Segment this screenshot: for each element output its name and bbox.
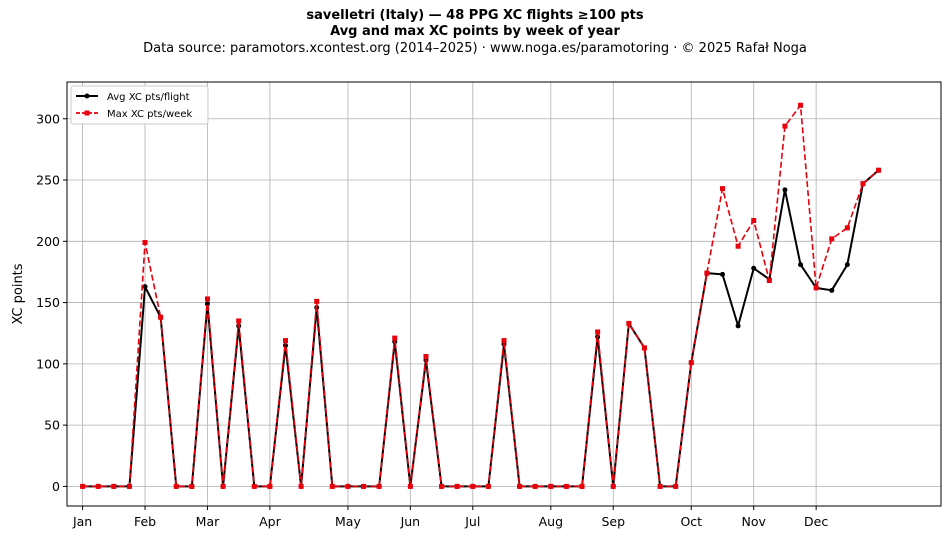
- x-tick-label: May: [335, 514, 361, 529]
- data-point-max: [610, 483, 616, 489]
- y-axis: 0 50 100 150 200 250 300: [36, 111, 67, 494]
- y-tick-label: 50: [44, 418, 60, 433]
- data-point-avg: [735, 323, 741, 329]
- y-tick-label: 150: [36, 295, 60, 310]
- x-tick-label: Jan: [72, 514, 92, 529]
- data-point-max: [517, 483, 523, 489]
- data-point-max: [563, 483, 569, 489]
- x-tick-label: Oct: [680, 514, 702, 529]
- data-point-max: [392, 335, 398, 341]
- data-point-max: [501, 338, 507, 344]
- data-point-max: [251, 483, 257, 489]
- x-tick-label: Mar: [196, 514, 220, 529]
- data-point-max: [688, 360, 694, 366]
- data-point-max: [751, 217, 757, 223]
- data-point-max: [204, 296, 210, 302]
- y-tick-label: 0: [52, 479, 60, 494]
- x-tick-label: Dec: [804, 514, 828, 529]
- data-point-max: [95, 483, 101, 489]
- x-tick-label: Nov: [742, 514, 767, 529]
- data-point-max: [189, 483, 195, 489]
- data-point-max: [657, 483, 663, 489]
- data-point-max: [579, 483, 585, 489]
- x-tick-label: Aug: [539, 514, 563, 529]
- data-point-max: [626, 320, 632, 326]
- data-point-max: [80, 483, 86, 489]
- data-point-max: [407, 483, 413, 489]
- data-point-max: [673, 483, 679, 489]
- legend-marker-avg: [84, 93, 90, 99]
- data-point-max: [798, 102, 804, 108]
- data-point-max: [126, 483, 132, 489]
- data-point-avg: [751, 265, 757, 271]
- legend-label-avg: Avg XC pts/flight: [107, 92, 190, 103]
- data-point-max: [735, 243, 741, 249]
- data-point-avg: [720, 271, 725, 277]
- data-point-max: [267, 483, 273, 489]
- x-tick-label: Jul: [464, 514, 480, 529]
- y-tick-label: 300: [36, 111, 60, 126]
- chart-title-block: savelletri (Italy) — 48 PPG XC flights ≥…: [0, 8, 950, 58]
- data-point-max: [329, 483, 335, 489]
- data-point-max: [283, 338, 288, 344]
- data-point-max: [844, 225, 850, 231]
- data-point-max: [361, 483, 367, 489]
- chart-source: Data source: paramotors.xcontest.org (20…: [143, 41, 807, 56]
- series-line-avg: [82, 169, 880, 488]
- data-point-max: [860, 181, 866, 187]
- data-point-avg: [782, 187, 788, 193]
- data-point-max: [314, 298, 320, 304]
- legend-label-max: Max XC pts/week: [107, 109, 192, 120]
- data-point-max: [641, 345, 647, 351]
- data-point-max: [376, 483, 382, 489]
- x-tick-label: Jun: [400, 514, 421, 529]
- data-point-max: [439, 483, 445, 489]
- data-point-max: [704, 270, 710, 276]
- data-point-max: [158, 314, 164, 320]
- x-tick-label: Sep: [601, 514, 625, 529]
- data-point-max: [220, 483, 226, 489]
- legend-box: [70, 85, 209, 125]
- data-point-max: [720, 186, 725, 192]
- data-point-max: [423, 353, 429, 359]
- data-point-max: [454, 483, 460, 489]
- data-point-avg: [829, 287, 835, 293]
- data-point-max: [813, 285, 819, 291]
- y-tick-label: 250: [36, 173, 60, 188]
- data-point-max: [236, 318, 242, 324]
- series-line-max: [82, 104, 880, 488]
- data-point-max: [595, 329, 601, 335]
- data-point-max: [298, 483, 304, 489]
- data-point-max: [142, 240, 148, 246]
- legend-marker-max: [84, 110, 90, 116]
- grid-lines: [67, 82, 941, 506]
- y-axis-label: XC points: [11, 263, 26, 324]
- x-tick-label: Feb: [134, 514, 156, 529]
- data-point-avg: [844, 262, 850, 268]
- legend: Avg XC pts/flight Max XC pts/week: [70, 85, 209, 125]
- y-tick-label: 100: [36, 356, 60, 371]
- chart-title: savelletri (Italy) — 48 PPG XC flights ≥…: [306, 8, 644, 23]
- data-point-avg: [798, 262, 804, 268]
- data-point-max: [766, 278, 772, 284]
- data-point-max: [782, 123, 788, 129]
- x-axis: Jan Feb Mar Apr May Jun Jul Aug Sep Oct Nov Dec: [72, 506, 828, 529]
- data-point-max: [173, 483, 179, 489]
- data-point-max: [829, 236, 835, 242]
- data-point-max: [111, 483, 117, 489]
- data-point-max: [532, 483, 538, 489]
- plot-frame: [66, 81, 942, 507]
- data-point-max: [548, 483, 554, 489]
- chart-subtitle: Avg and max XC points by week of year: [330, 24, 620, 39]
- data-point-max: [485, 483, 491, 489]
- y-tick-label: 200: [36, 234, 60, 249]
- data-point-avg: [142, 284, 148, 290]
- data-point-max: [876, 167, 882, 173]
- x-tick-label: Apr: [259, 514, 281, 529]
- data-point-max: [345, 483, 351, 489]
- data-point-max: [470, 483, 476, 489]
- series-layer: [80, 102, 882, 489]
